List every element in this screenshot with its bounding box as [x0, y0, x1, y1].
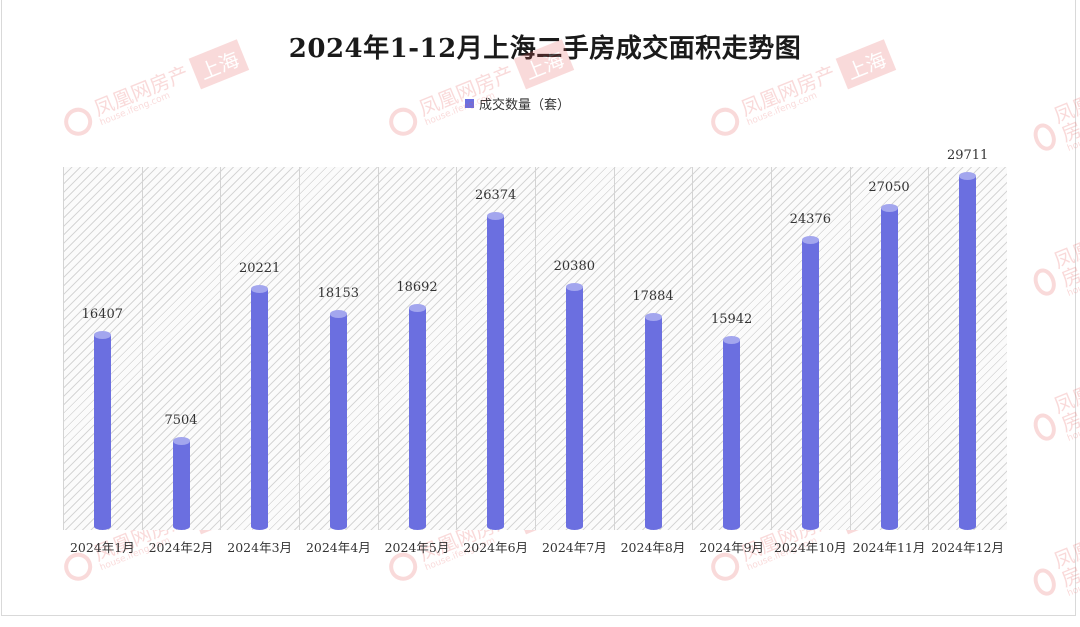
bar-cap	[487, 212, 505, 221]
data-label: 27050	[868, 180, 910, 196]
x-tick-label: 2024年7月	[541, 540, 607, 555]
bar-cap	[644, 313, 662, 322]
category-column	[299, 167, 378, 530]
data-label: 17884	[632, 289, 674, 305]
x-tick-label: 2024年4月	[305, 540, 371, 555]
bar-cap	[880, 204, 898, 213]
category-column	[141, 167, 221, 530]
bar[interactable]	[408, 303, 426, 530]
legend: 成交数量（套）	[465, 94, 570, 113]
bar[interactable]	[801, 235, 819, 530]
data-label: 29711	[946, 148, 989, 164]
category-column	[771, 167, 850, 530]
bar[interactable]	[565, 283, 583, 530]
data-label: 20221	[238, 261, 281, 277]
x-tick-label: 2024年8月	[620, 540, 686, 555]
category-column	[63, 167, 142, 530]
chart-title: 2024年1-12月上海二手房成交面积走势图	[288, 34, 802, 64]
bar[interactable]	[251, 285, 269, 530]
category-column	[456, 167, 535, 530]
category-column	[535, 167, 614, 530]
x-tick-label: 2024年6月	[463, 540, 529, 555]
data-label: 7504	[164, 412, 198, 428]
category-column	[613, 167, 693, 530]
data-label: 20380	[553, 259, 595, 275]
bar[interactable]	[723, 336, 741, 530]
x-tick-label: 2024年5月	[384, 540, 450, 555]
bar-cap	[565, 283, 583, 292]
legend-label: 成交数量（套）	[479, 98, 571, 113]
x-tick-label: 2024年3月	[227, 540, 293, 555]
bar[interactable]	[172, 436, 190, 530]
bar-cap	[959, 172, 977, 181]
data-label: 18692	[396, 279, 438, 295]
bar[interactable]	[644, 313, 662, 530]
bar[interactable]	[880, 204, 898, 530]
bar-cap	[329, 309, 347, 318]
bar[interactable]	[959, 172, 977, 530]
x-tick-label: 2024年1月	[69, 540, 135, 555]
category-column	[220, 167, 299, 530]
bar-cap	[723, 336, 741, 345]
bar-cap	[251, 285, 269, 294]
bar-cap	[172, 436, 190, 445]
bar-cap	[93, 330, 111, 339]
x-tick-label: 2024年12月	[931, 540, 1005, 555]
x-tick-label: 2024年11月	[852, 540, 926, 555]
legend-swatch	[465, 99, 474, 108]
bar-cap	[408, 303, 426, 312]
category-column	[928, 167, 1007, 530]
bar-cap	[801, 235, 819, 244]
bar[interactable]	[329, 309, 347, 530]
data-label: 24376	[789, 211, 831, 227]
category-column	[849, 167, 929, 530]
x-tick-label: 2024年9月	[699, 540, 765, 555]
x-tick-label: 2024年10月	[773, 540, 847, 555]
category-column	[377, 167, 457, 530]
data-label: 18153	[317, 285, 359, 301]
x-tick-label: 2024年2月	[148, 540, 214, 555]
data-label: 26374	[474, 188, 517, 204]
data-label: 15942	[710, 312, 753, 328]
data-label: 16407	[81, 306, 124, 322]
bar[interactable]	[487, 212, 505, 530]
bar[interactable]	[93, 330, 111, 530]
category-column	[692, 167, 771, 530]
plot-area: 16407 7504 20221 18153 18692 26374 20380 17884 1…	[63, 148, 1007, 530]
